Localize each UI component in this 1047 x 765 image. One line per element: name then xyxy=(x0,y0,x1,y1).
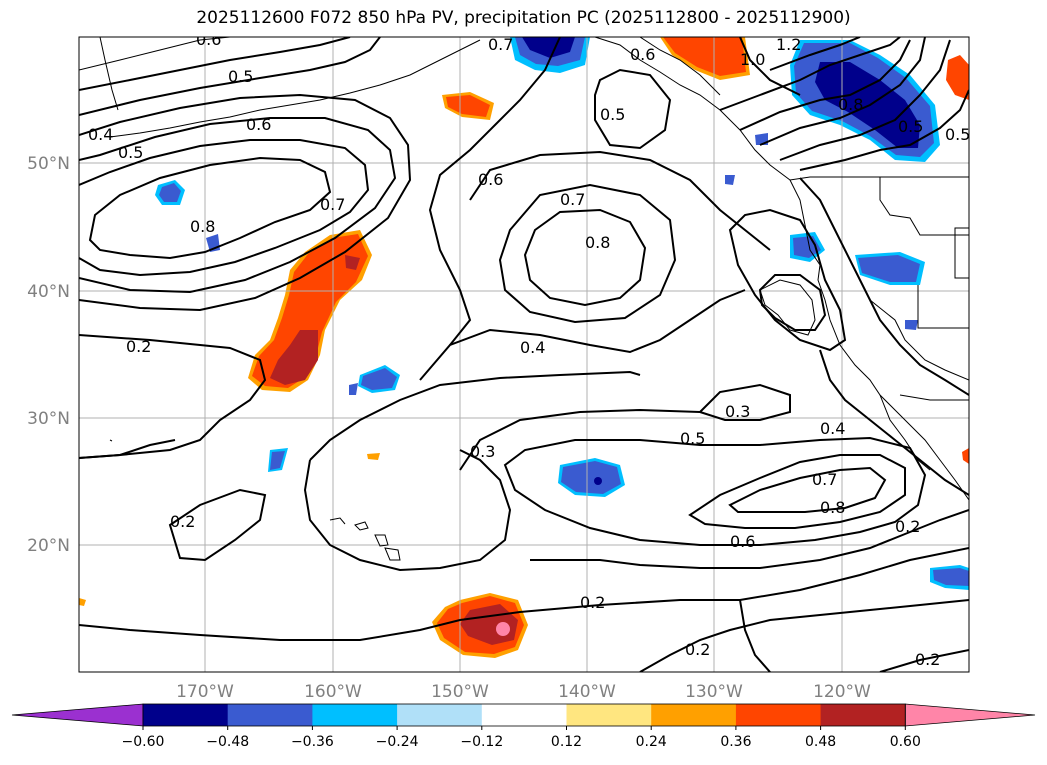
map-title: 2025112600 F072 850 hPa PV, precipitatio… xyxy=(196,8,851,28)
contour-label: 0.4 xyxy=(820,419,845,438)
colorbar-tick-label: 0.48 xyxy=(805,734,836,750)
contour-label: 0.2 xyxy=(915,650,940,669)
precip-patches xyxy=(79,37,969,658)
colorbar: −0.60 −0.48 −0.36 −0.24 −0.12 0.12 0.24 0.36 0.4… xyxy=(11,703,1036,750)
contour-label: 0.8 xyxy=(820,498,845,517)
lon-label: 160°W xyxy=(304,682,362,702)
precip-positive-patch xyxy=(252,234,368,388)
contour-label: 0.7 xyxy=(320,195,345,214)
lon-label: 170°W xyxy=(176,682,234,702)
precip-negative-patch xyxy=(933,568,969,586)
precip-negative-patch xyxy=(270,451,285,470)
colorbar-segment xyxy=(820,704,906,726)
colorbar-extend-right xyxy=(904,703,1036,727)
colorbar-segment xyxy=(735,704,822,726)
precip-negative-patch xyxy=(905,320,918,330)
colorbar-tick-label: 0.24 xyxy=(636,734,667,750)
longitude-labels: 170°W 160°W 150°W 140°W 130°W 120°W xyxy=(176,682,871,702)
lon-label: 120°W xyxy=(813,682,871,702)
colorbar-segment xyxy=(481,704,567,726)
precip-negative-patch xyxy=(159,183,181,202)
precip-negative-patch xyxy=(725,175,735,185)
contour-label: 0.5 xyxy=(118,143,143,162)
contour-label: 0.8 xyxy=(585,233,610,252)
contour-label: 0.7 xyxy=(488,35,513,54)
precip-positive-patch xyxy=(496,622,510,636)
contour-label: 0.5 xyxy=(898,117,923,136)
contour-label: 0.8 xyxy=(190,217,215,236)
contour-label: 0.7 xyxy=(560,190,585,209)
contour-label: 0.4 xyxy=(88,125,113,144)
contour-label: 0.5 xyxy=(228,67,253,86)
colorbar-segment xyxy=(227,704,313,726)
contour-label: 0.8 xyxy=(838,95,863,114)
contour-label: 0.5 xyxy=(600,105,625,124)
colorbar-segment xyxy=(143,704,229,726)
colorbar-tick-label: −0.12 xyxy=(460,734,503,750)
map-frame xyxy=(78,36,970,673)
colorbar-segment xyxy=(312,704,398,726)
colorbar-tick-label: 0.12 xyxy=(551,734,582,750)
colorbar-extend-left xyxy=(11,703,144,727)
contour-label: 0.2 xyxy=(580,593,605,612)
contour-label: 0.5 xyxy=(945,125,970,144)
precip-positive-patch xyxy=(79,598,86,606)
lat-label: 30°N xyxy=(27,409,70,429)
lon-label: 130°W xyxy=(685,682,743,702)
lon-label: 150°W xyxy=(431,682,489,702)
colorbar-border xyxy=(142,703,906,727)
lat-label: 40°N xyxy=(27,282,70,302)
lat-label: 50°N xyxy=(27,154,70,174)
contour-label: 0.6 xyxy=(246,115,271,134)
contour-label: 0.6 xyxy=(630,45,655,64)
contour-label: 1.2 xyxy=(776,35,801,54)
colorbar-tick-label: −0.60 xyxy=(122,734,165,750)
contour-label: 0.4 xyxy=(520,338,545,357)
lat-label: 20°N xyxy=(27,536,70,556)
contour-label: 0.5 xyxy=(680,429,705,448)
precip-negative-patch xyxy=(561,461,621,494)
contour-label: 1.0 xyxy=(740,50,765,69)
precip-negative-patch xyxy=(361,368,397,390)
colorbar-tick-label: 0.60 xyxy=(890,734,921,750)
precip-negative-patch xyxy=(522,37,575,58)
contour-label: 0.6 xyxy=(196,30,221,49)
colorbar-tick-label: −0.48 xyxy=(206,734,249,750)
map-content: 0.6 0.5 0.4 0.5 0.6 0.7 0.8 0.7 0.5 0.6 … xyxy=(79,30,970,672)
colorbar-tick-label: −0.24 xyxy=(376,734,419,750)
colorbar-segment xyxy=(566,704,652,726)
contour-label: 0.2 xyxy=(895,517,920,536)
contour-label: 0.3 xyxy=(470,442,495,461)
precip-positive-patch xyxy=(345,255,360,270)
precip-negative-patch xyxy=(858,255,920,282)
precip-positive-patch xyxy=(446,95,490,117)
contour-label: 0.2 xyxy=(126,337,151,356)
contour-label: 0.6 xyxy=(478,170,503,189)
contour-label: 0.3 xyxy=(725,402,750,421)
colorbar-segment xyxy=(397,704,483,726)
contour-labels: 0.6 0.5 0.4 0.5 0.6 0.7 0.8 0.7 0.5 0.6 … xyxy=(88,30,970,669)
precip-positive-patch xyxy=(946,55,969,100)
precip-positive-patch xyxy=(663,37,746,76)
colorbar-tick-label: −0.36 xyxy=(291,734,334,750)
precip-negative-patch xyxy=(594,477,602,485)
pv-contours xyxy=(79,37,969,672)
precip-negative-patch xyxy=(349,383,358,395)
latitude-labels: 50°N 40°N 30°N 20°N xyxy=(27,154,70,556)
colorbar-tick-label: 0.36 xyxy=(720,734,751,750)
contour-label: 0.7 xyxy=(812,470,837,489)
contour-label: 0.2 xyxy=(170,512,195,531)
colorbar-segment xyxy=(651,704,737,726)
contour-label: 0.6 xyxy=(730,532,755,551)
precip-positive-patch xyxy=(962,448,969,464)
precip-positive-patch xyxy=(367,453,380,460)
contour-label: 0.2 xyxy=(685,640,710,659)
precip-positive-patch xyxy=(270,330,318,385)
lon-label: 140°W xyxy=(558,682,616,702)
